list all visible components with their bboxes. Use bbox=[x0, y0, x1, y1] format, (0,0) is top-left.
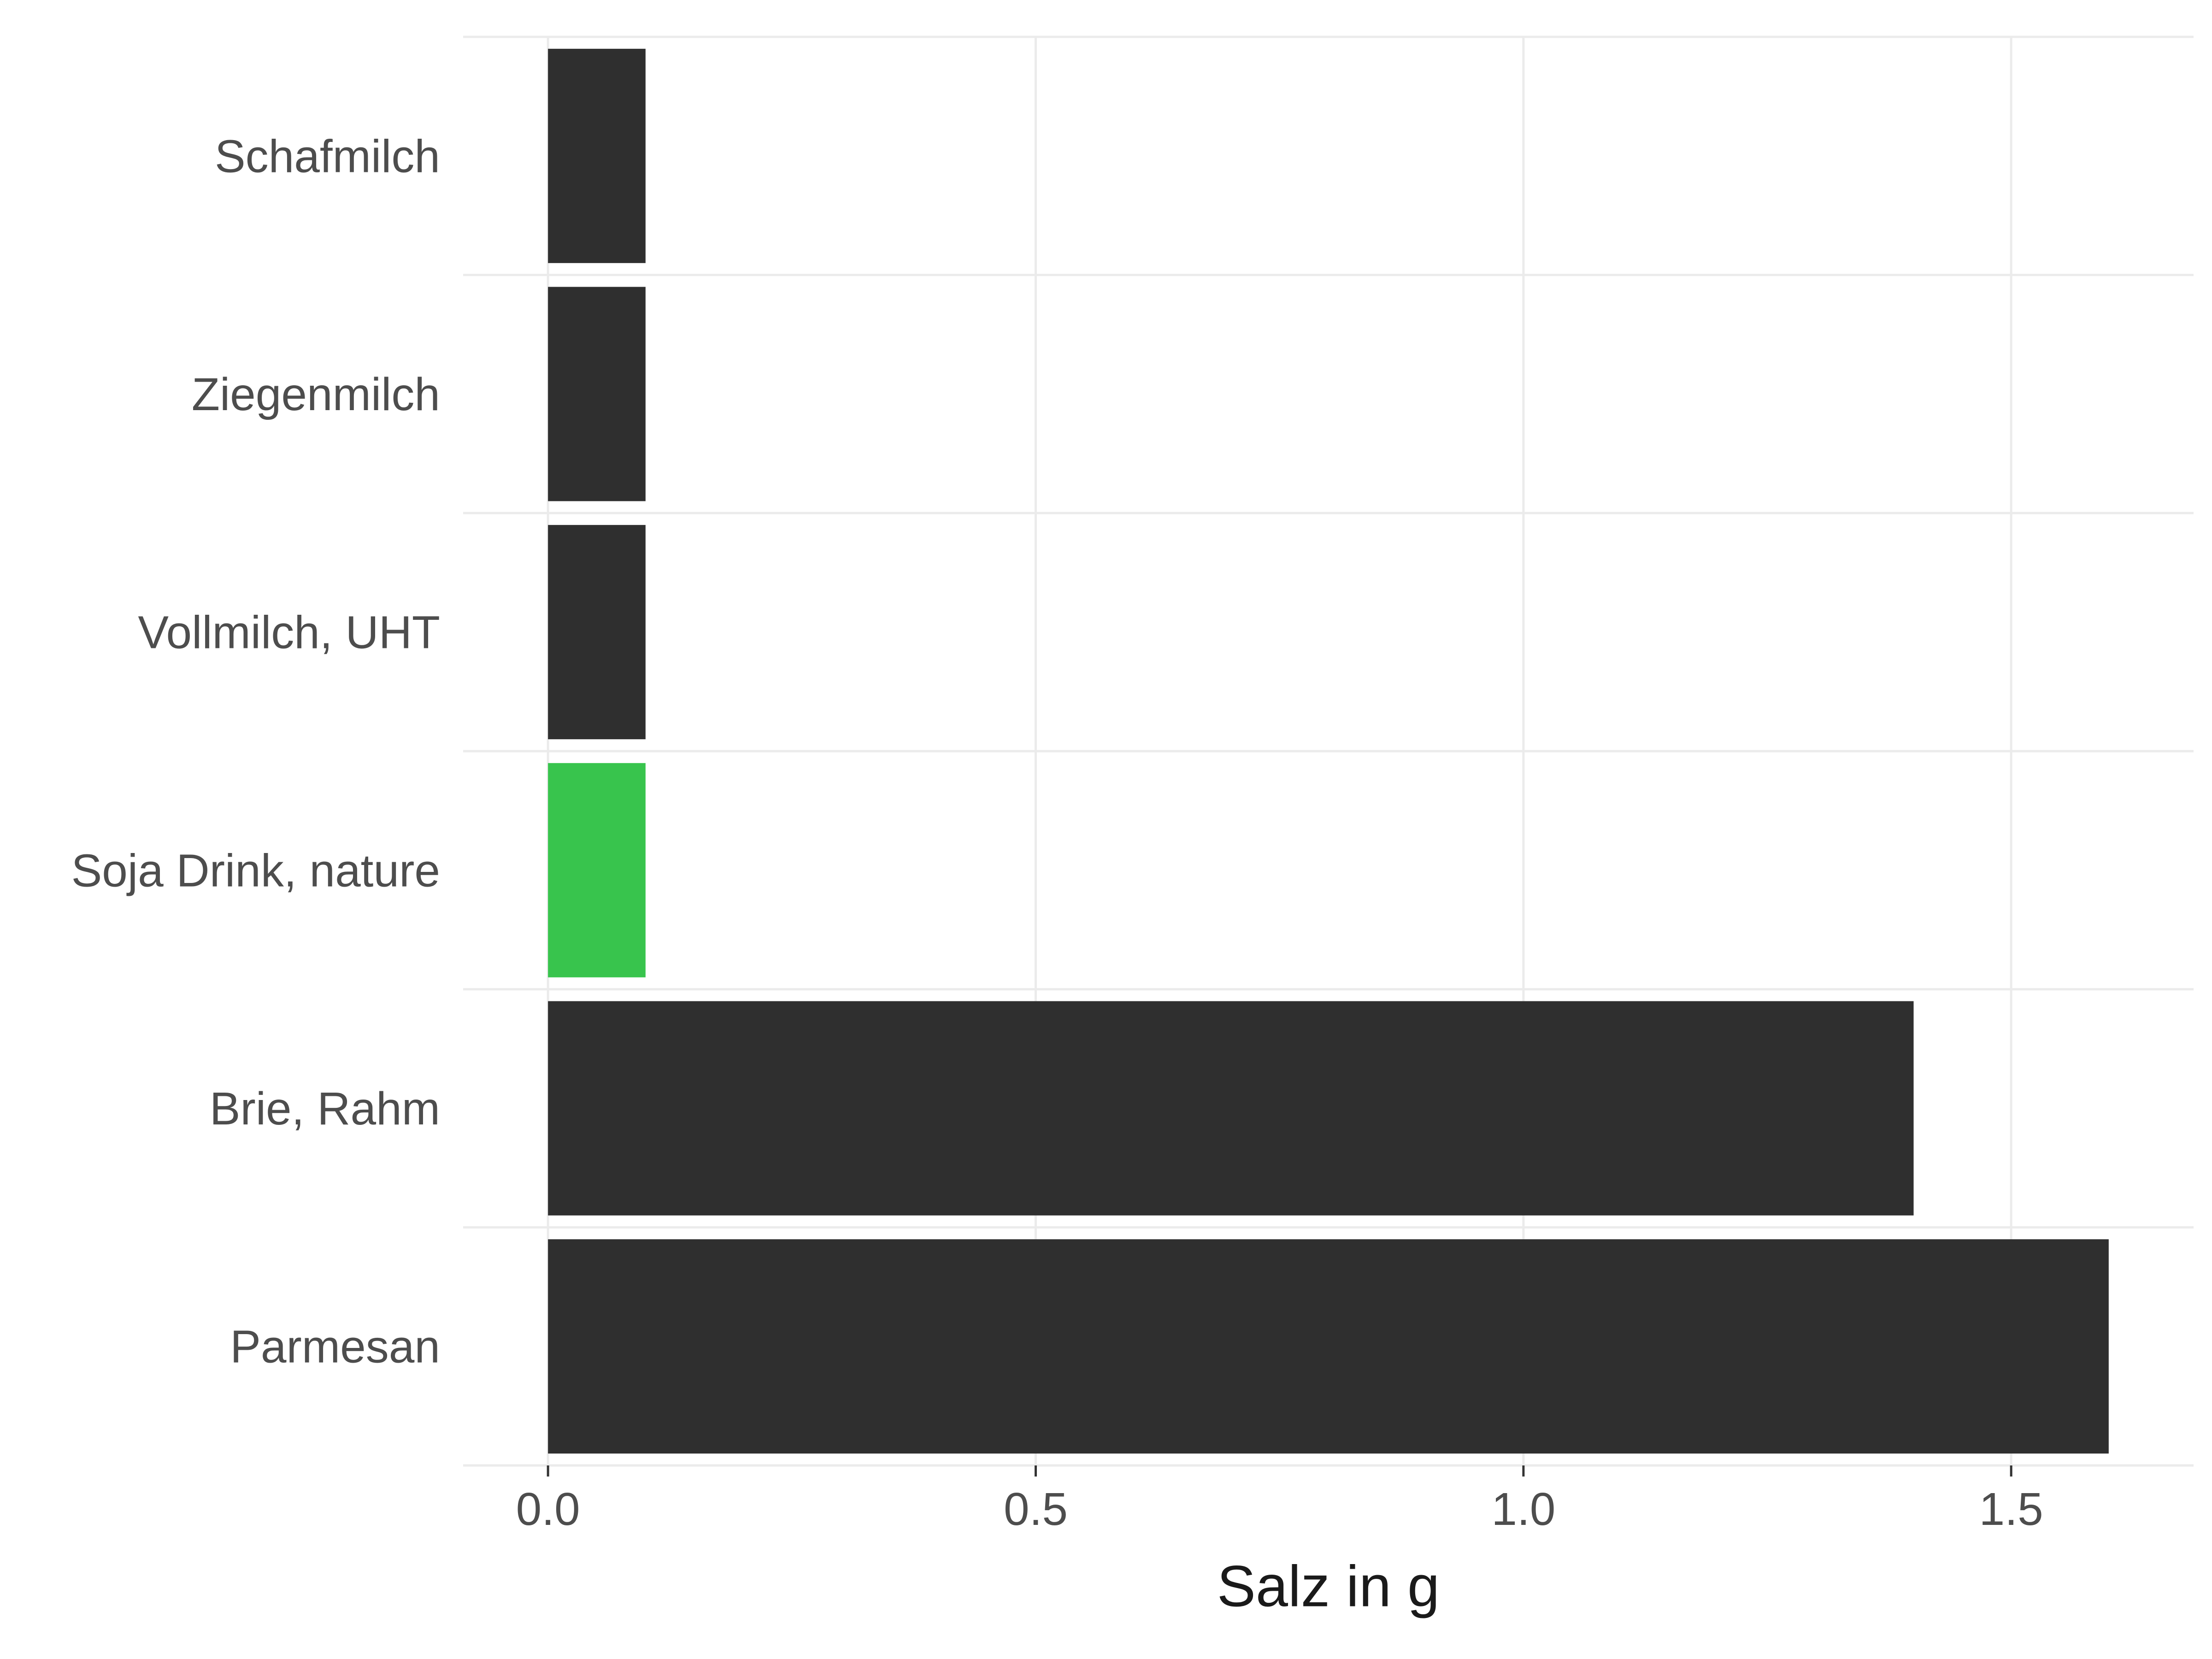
y-tick-label-0: Schafmilch bbox=[215, 130, 440, 182]
x-tick-label-2: 1.0 bbox=[1491, 1483, 1555, 1535]
x-tick-label-1: 0.5 bbox=[1004, 1483, 1068, 1535]
y-tick-label-3: Soja Drink, nature bbox=[71, 845, 440, 896]
bar-2 bbox=[548, 525, 646, 739]
x-tick-label-0: 0.0 bbox=[516, 1483, 580, 1535]
bar-4 bbox=[548, 1001, 1913, 1216]
y-tick-label-4: Brie, Rahm bbox=[210, 1083, 440, 1135]
x-axis-label: Salz in g bbox=[1217, 1553, 1440, 1618]
bar-5 bbox=[548, 1239, 2109, 1453]
salt-bar-chart: 0.0 0.5 1.0 1.5 Schafmilch Ziegenmilch Vollmil… bbox=[0, 0, 2212, 1659]
bar-3 bbox=[548, 763, 646, 977]
y-tick-label-2: Vollmilch, UHT bbox=[138, 607, 440, 659]
x-tick-label-3: 1.5 bbox=[1979, 1483, 2043, 1535]
y-tick-label-1: Ziegenmilch bbox=[192, 369, 440, 420]
y-tick-label-5: Parmesan bbox=[230, 1321, 440, 1373]
bar-1 bbox=[548, 287, 646, 501]
bar-0 bbox=[548, 49, 646, 263]
